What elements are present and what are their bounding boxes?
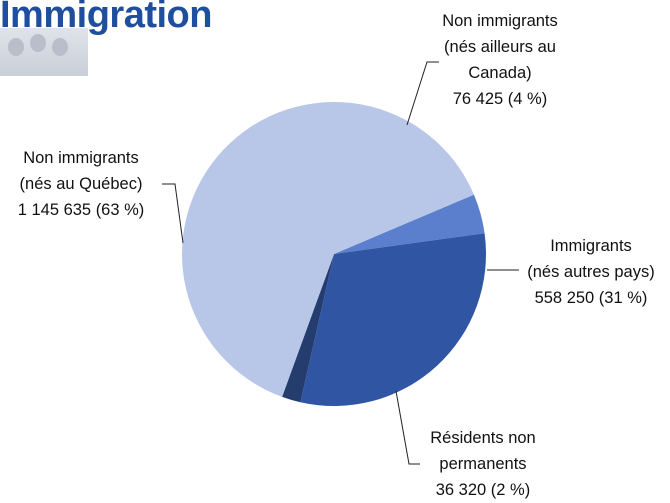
label-canada-line2: (nés ailleurs au	[444, 38, 556, 56]
slice-quebec	[182, 101, 474, 397]
label-residents: Résidents non permanents 36 320 (2 %)	[408, 425, 558, 503]
leader-line-canada	[406, 61, 439, 126]
leader-line-quebec	[162, 183, 184, 244]
page-title: Immigration	[0, 0, 212, 36]
label-canada-value: 76 425 (4 %)	[452, 90, 548, 108]
label-residents-line2: permanents	[439, 455, 527, 473]
label-immigrants-line1: Immigrants	[550, 237, 632, 255]
label-quebec-line1: Non immigrants	[23, 149, 139, 167]
label-immigrants-value: 558 250 (31 %)	[534, 289, 648, 307]
slice-residents	[282, 254, 334, 403]
label-canada: Non immigrants (nés ailleurs au Canada) …	[415, 8, 585, 112]
label-immigrants: Immigrants (nés autres pays) 558 250 (31…	[512, 233, 670, 311]
label-residents-line1: Résidents non	[430, 429, 536, 447]
label-canada-line1: Non immigrants	[442, 12, 558, 30]
slice-immigrants	[300, 233, 486, 407]
label-residents-value: 36 320 (2 %)	[435, 481, 531, 499]
label-immigrants-line2: (nés autres pays)	[527, 263, 655, 281]
label-quebec-line2: (nés au Québec)	[19, 175, 143, 193]
label-quebec: Non immigrants (nés au Québec) 1 145 635…	[0, 145, 162, 223]
slice-canada	[334, 194, 485, 254]
header-photo	[0, 28, 88, 76]
leader-line-residents	[395, 390, 420, 465]
label-canada-line3: Canada)	[468, 64, 532, 82]
label-quebec-value: 1 145 635 (63 %)	[17, 201, 145, 219]
